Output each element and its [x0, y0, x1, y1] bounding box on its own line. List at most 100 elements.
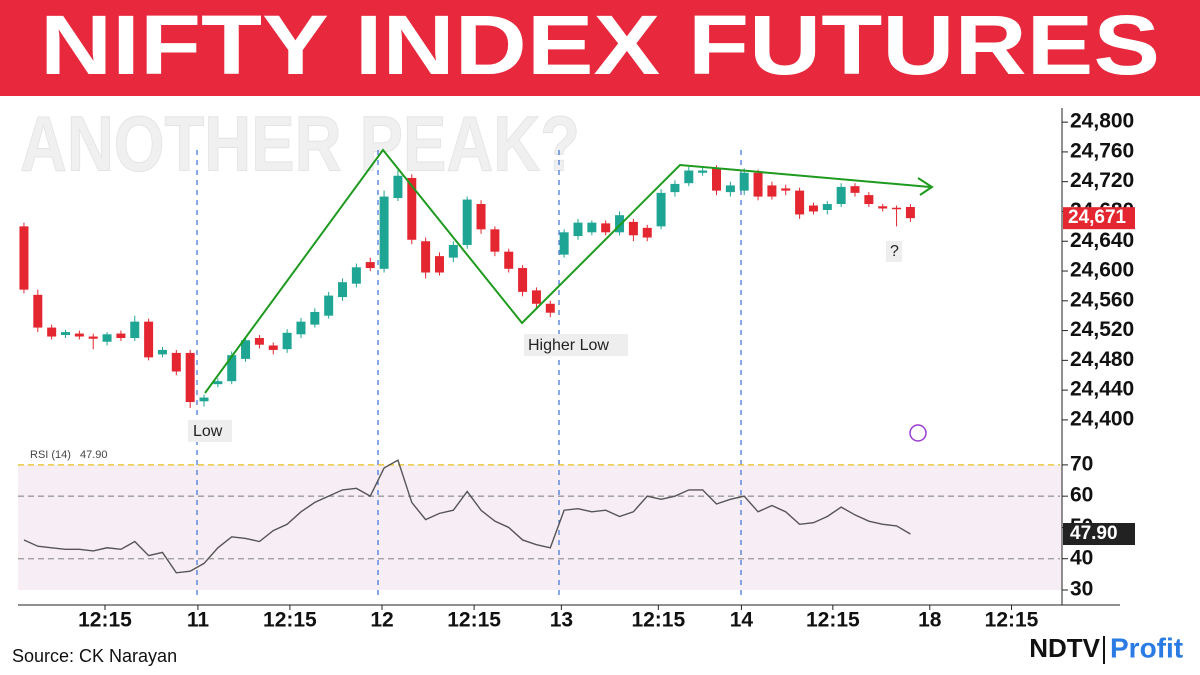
candle-body [518, 268, 528, 292]
candle-body [102, 334, 112, 342]
candle-body [795, 190, 805, 215]
candle-body [836, 186, 846, 205]
candle-body [781, 188, 791, 191]
candle-body [642, 227, 652, 238]
candle-body [573, 222, 583, 237]
candle-body [282, 332, 292, 350]
candle-body [545, 303, 555, 313]
candle-body [47, 327, 57, 337]
y-tick-label: 70 [1070, 452, 1093, 475]
brand: NDTV [1029, 633, 1100, 663]
last-price-tag [1063, 207, 1135, 230]
candle-body [739, 172, 749, 191]
y-tick-label: 40 [1070, 546, 1093, 569]
candle-body [74, 333, 84, 337]
candle-body [185, 352, 195, 403]
candle-body [61, 332, 71, 336]
annotation: Higher Low [528, 337, 609, 354]
candle-body [268, 345, 278, 350]
alert-icon [909, 424, 927, 442]
annotation: Low [193, 423, 223, 440]
candle-body [850, 186, 860, 193]
candle-body [628, 221, 638, 236]
candle-body [490, 229, 500, 252]
candle-body [725, 185, 735, 193]
brand-product: Profit [1110, 632, 1183, 663]
header-band [0, 0, 1200, 96]
candle-body [421, 241, 431, 273]
y-tick-label: 24,600 [1070, 259, 1134, 282]
y-tick-label: 24,480 [1070, 348, 1134, 371]
x-tick-label: 12:15 [263, 609, 317, 632]
candle-body [144, 321, 154, 358]
candle-body [878, 206, 888, 209]
candle-body [753, 172, 763, 197]
last-value-label: 47.90 [1070, 523, 1118, 544]
x-tick-label: 13 [550, 609, 573, 632]
x-tick-label: 12:15 [447, 609, 501, 632]
candle-body [587, 222, 597, 233]
candle-body [504, 251, 514, 269]
x-tick-label: 12 [370, 609, 393, 632]
last-price-label: 24,671 [1068, 207, 1127, 228]
y-tick-label: 24,400 [1070, 407, 1134, 430]
candle-body [698, 170, 708, 173]
last-value-tag [1063, 523, 1135, 546]
rsi-line [23, 459, 911, 574]
y-tick-label: 24,640 [1070, 229, 1134, 252]
subtitle: ANOTHER PEAK? [20, 100, 580, 188]
y-tick-label: 24,520 [1070, 318, 1134, 341]
y-tick-label: 30 [1070, 578, 1093, 601]
candle-body [310, 311, 320, 325]
candle-body [767, 185, 777, 197]
candle-body [88, 336, 98, 339]
candle-body [116, 333, 126, 339]
candle-body [407, 177, 417, 240]
arrow-head [917, 177, 934, 196]
candle-body [462, 199, 472, 245]
candle-body [241, 340, 251, 359]
candle-body [822, 204, 832, 210]
candle-body [296, 321, 306, 335]
title: NIFTY INDEX FUTURES [40, 0, 1160, 92]
x-tick-label: 12:15 [985, 609, 1039, 632]
y-tick-label: 60 [1070, 484, 1093, 507]
note-box [188, 420, 232, 442]
candle-body [227, 355, 237, 382]
y-tick-label: 24,800 [1070, 110, 1134, 133]
rsi-band [18, 464, 1062, 590]
candle-body [864, 195, 874, 205]
source: Source: CK Narayan [12, 646, 177, 666]
annotation: ? [890, 243, 899, 260]
candle-body [684, 170, 694, 184]
candle-body [393, 175, 403, 199]
candle-body [615, 215, 625, 233]
candle-body [19, 226, 29, 290]
candle-body [808, 205, 818, 212]
candle-body [338, 282, 348, 298]
trend-line [204, 148, 931, 394]
x-tick-label: 12:15 [631, 609, 685, 632]
candle-body [254, 338, 264, 345]
x-tick-label: 14 [730, 609, 754, 632]
candle-body [711, 168, 721, 191]
y-tick-label: 24,440 [1070, 378, 1134, 401]
candle-body [601, 223, 611, 233]
candle-body [351, 267, 361, 284]
candle-body [476, 204, 486, 230]
candle-body [199, 397, 209, 402]
x-tick-label: 18 [918, 609, 942, 632]
candle-body [324, 295, 334, 316]
candle-body [157, 349, 167, 355]
candle-body [379, 196, 389, 269]
candle-body [33, 294, 43, 328]
candle-body [130, 321, 140, 339]
candle-body [905, 207, 915, 219]
note-box [886, 241, 902, 262]
candle-body [656, 192, 666, 227]
candle-body [559, 232, 569, 255]
candle-body [448, 244, 458, 258]
candle-body [434, 256, 444, 273]
note-box [524, 334, 628, 356]
